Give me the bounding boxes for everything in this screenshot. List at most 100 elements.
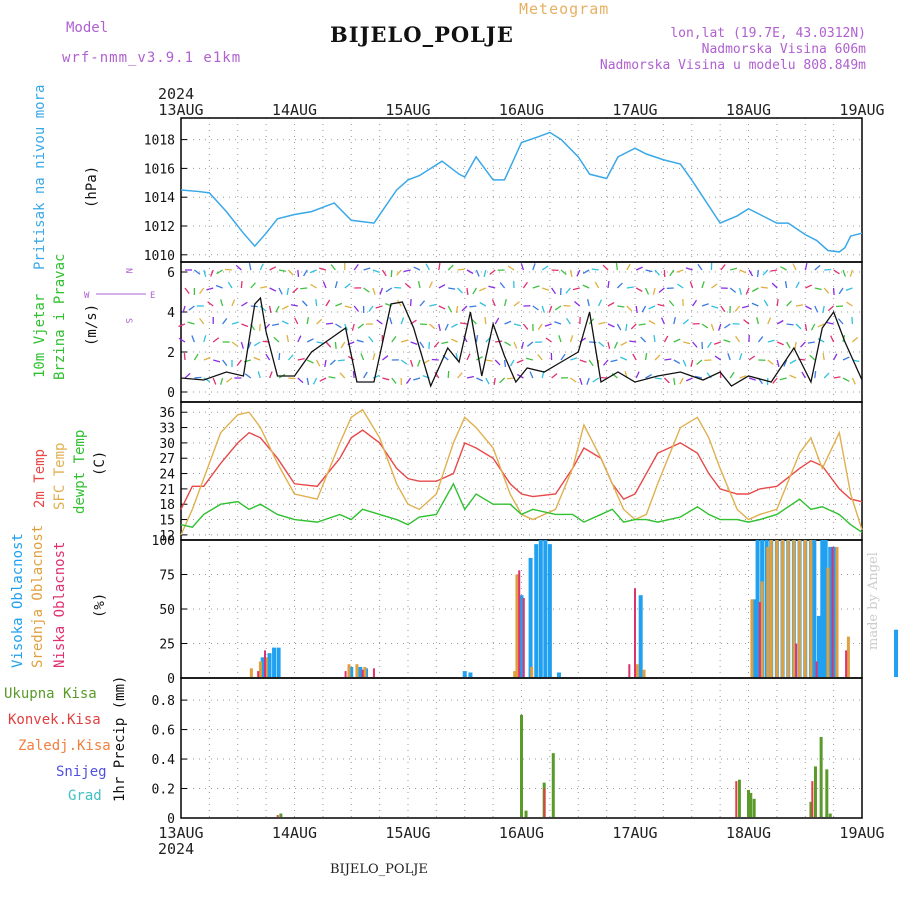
wind-arrow	[544, 323, 552, 327]
wind-arrow	[685, 377, 693, 382]
wind-arrow	[413, 377, 421, 381]
wind-arrow	[701, 323, 709, 329]
wind-arrow	[469, 305, 477, 308]
wind-arrow	[352, 370, 355, 379]
precip-bar	[737, 779, 741, 817]
wind-arrow	[826, 321, 834, 325]
wind-title-2: Brzina i Pravac	[52, 254, 68, 380]
cloud-bar	[513, 671, 517, 677]
wind-arrow	[807, 341, 815, 344]
wind-arrow	[521, 341, 525, 349]
wind-arrow	[286, 287, 290, 296]
wind-arrow	[183, 352, 186, 361]
precip-bar	[809, 801, 813, 817]
wind-arrow	[720, 305, 726, 313]
wind-arrow	[626, 263, 631, 271]
cloud-bar	[798, 540, 802, 677]
wind-arrow	[403, 269, 411, 273]
wind-arrow	[833, 353, 838, 361]
wind-arrow	[353, 305, 360, 312]
wind-arrow	[447, 264, 454, 271]
wind-arrow	[582, 269, 590, 274]
wind-arrow	[756, 269, 760, 278]
date-tick-bottom: 13AUG	[158, 824, 203, 842]
wind-arrow	[735, 335, 741, 343]
cloud-bar	[528, 557, 533, 677]
wind-arrow	[644, 352, 648, 361]
cloud-bar	[823, 540, 828, 677]
cloud-bar	[638, 595, 643, 677]
cloud-bar	[803, 540, 807, 677]
wind-arrow	[635, 305, 638, 314]
wind-arrow	[683, 341, 691, 345]
cloud-bar	[349, 666, 354, 677]
wind-arrow	[658, 287, 665, 293]
wind-arrow	[738, 287, 742, 295]
compass-w: W	[84, 291, 90, 301]
cloud-title-3: Niska Oblacnost	[52, 542, 68, 668]
wind-arrow	[734, 305, 741, 312]
wind-arrow	[645, 374, 653, 379]
wind-arrow	[347, 355, 355, 361]
wind-arrow	[751, 302, 759, 307]
wind-arrow	[363, 371, 368, 379]
wind-arrow	[692, 341, 698, 348]
y-tick-label: 30	[159, 437, 175, 452]
panel-precip: 0 0.2 0.4 0.6 0.8	[152, 677, 863, 827]
wind-arrow	[701, 281, 705, 289]
wind-arrow	[231, 341, 238, 347]
cloud-bar	[815, 661, 818, 677]
temp-title-1: 2m Temp	[32, 449, 48, 508]
cloud-title-1: Visoka Oblacnost	[10, 533, 26, 668]
wind-arrow	[360, 353, 365, 361]
wind-arrow	[641, 305, 647, 313]
cloud-bar	[264, 657, 268, 677]
wind-arrow	[648, 320, 656, 325]
wind-arrow	[413, 266, 421, 271]
y-tick-label: 0	[167, 812, 175, 827]
wind-arrow	[607, 323, 615, 328]
wind-arrow	[630, 323, 637, 330]
wind-arrow	[786, 323, 794, 326]
wind-arrow	[269, 287, 277, 292]
panel-clouds: 0 25 50 75 100	[152, 534, 899, 687]
y-tick-label: 6	[167, 266, 175, 281]
wind-arrow	[729, 287, 737, 293]
wind-arrow	[664, 358, 672, 361]
wind-arrow	[706, 341, 712, 349]
wind-arrow	[822, 352, 825, 361]
wind-arrow	[565, 317, 571, 325]
wind-arrow	[188, 305, 195, 311]
wind-arrow	[603, 359, 609, 366]
wind-arrow	[247, 341, 252, 349]
wind-arrow	[306, 338, 314, 343]
wind-arrow	[695, 375, 703, 379]
wind-arrow	[199, 318, 205, 325]
wind-arrow	[679, 377, 684, 385]
wind-arrow	[763, 299, 769, 307]
wind-arrow	[301, 300, 308, 307]
wind-arrow	[306, 377, 310, 385]
y-tick-label: 27	[159, 452, 175, 467]
wind-arrow	[203, 269, 207, 277]
wind-arrow	[184, 372, 191, 379]
wind-arrow	[466, 287, 469, 296]
wind-arrow	[579, 359, 587, 363]
footer-station: BIJELO_POLJE	[330, 862, 428, 877]
cloud-bar	[846, 636, 850, 677]
wind-arrow	[814, 264, 821, 271]
wind-arrow	[447, 305, 453, 313]
wind-arrow	[541, 305, 545, 313]
wind-arrow	[576, 269, 581, 277]
wind-arrow	[727, 353, 731, 361]
wind-arrow	[389, 317, 393, 325]
wind-arrow	[830, 335, 835, 343]
wind-arrow	[450, 338, 458, 343]
wind-arrow	[653, 334, 656, 343]
precip-legend-hail: Grad	[68, 788, 102, 804]
wind-arrow	[663, 335, 669, 343]
wind-arrow	[438, 284, 446, 289]
wind-arrow	[391, 335, 397, 343]
precip-legend-conv: Konvek.Kisa	[8, 712, 101, 728]
wind-arrow	[569, 335, 574, 343]
